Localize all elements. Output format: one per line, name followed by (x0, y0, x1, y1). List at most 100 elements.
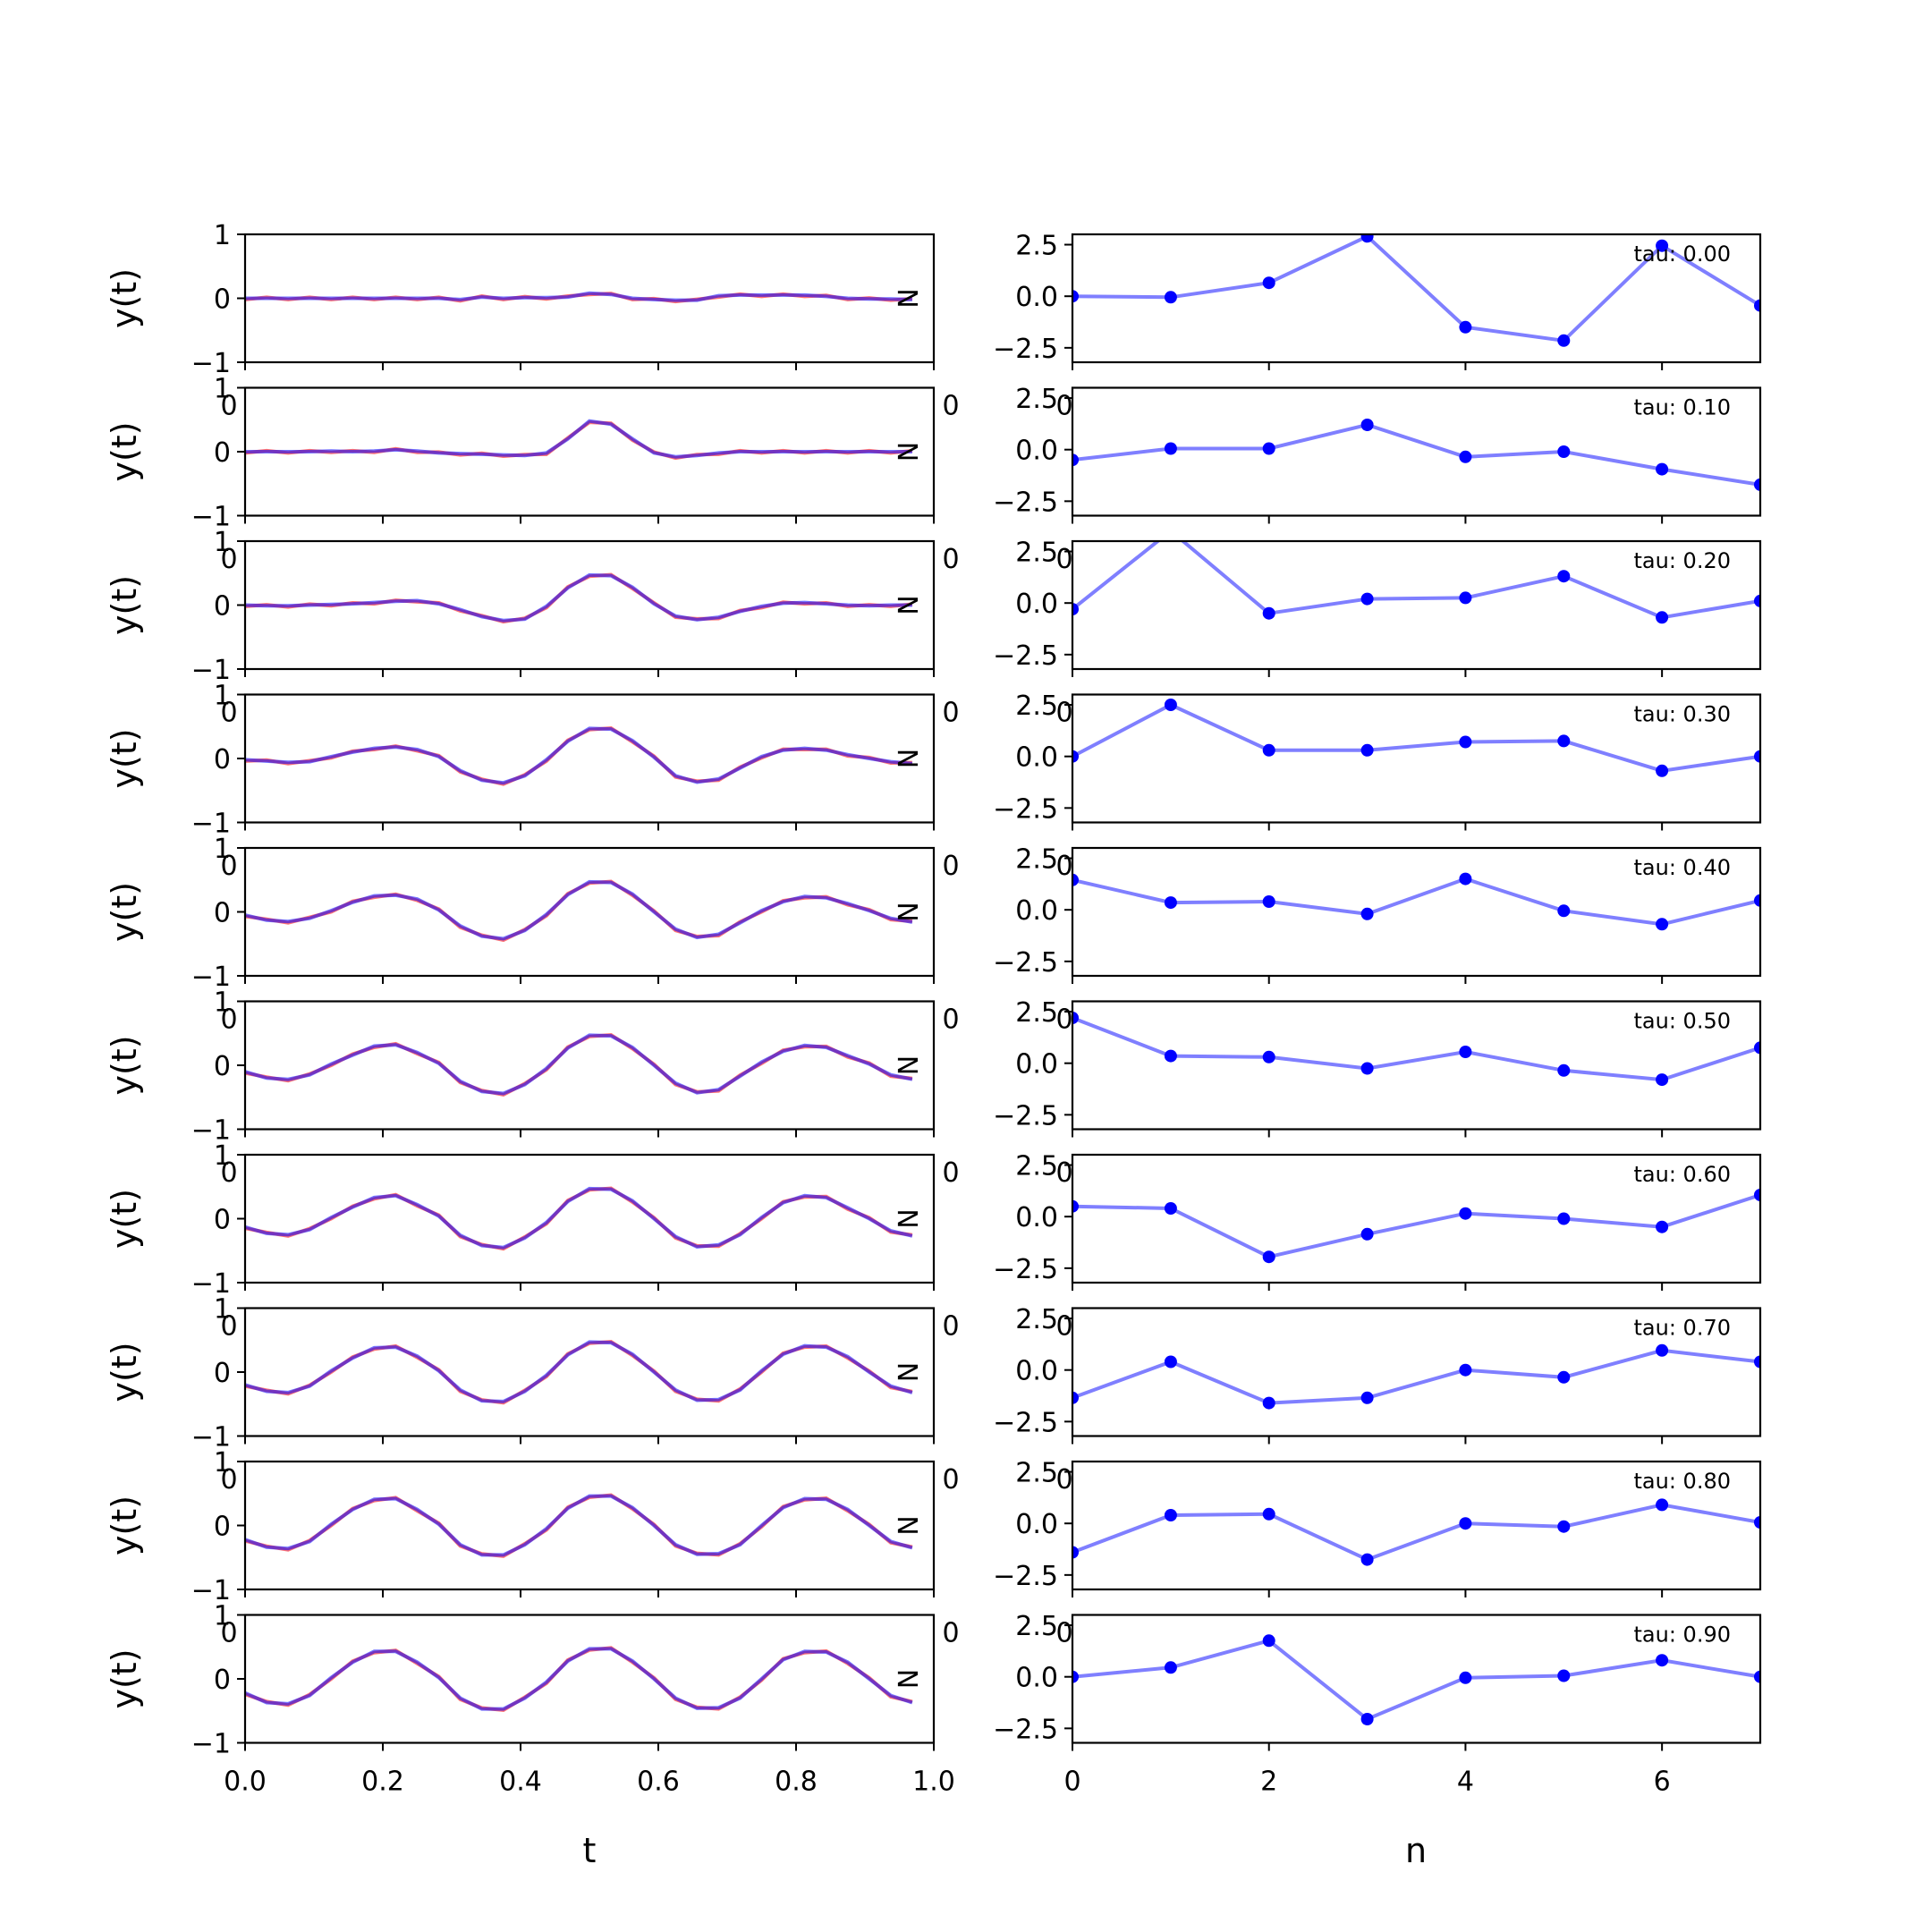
coefficient-point (1754, 1041, 1760, 1055)
overlap-label: 0 (220, 391, 237, 422)
coefficient-series (1072, 1012, 1760, 1087)
y-tick-label: 0 (214, 591, 231, 623)
coefficient-point (1656, 1654, 1669, 1667)
coefficient-point (1164, 896, 1177, 910)
coefficient-point (1072, 873, 1079, 886)
coefficient-line (1072, 1639, 1760, 1722)
coefficient-line (1072, 422, 1760, 487)
coefficient-point (1557, 904, 1571, 918)
coefficient-series (1072, 419, 1760, 491)
coefficient-point (1072, 1670, 1079, 1683)
axes-frame (1071, 846, 1762, 978)
y-tick-label: −1 (191, 962, 231, 993)
right-subplot: 02.5 0.0 −2.5 tau: 0.40 (993, 844, 1762, 984)
axes-frame (1071, 1000, 1762, 1131)
coefficient-point (1360, 743, 1374, 757)
coefficient-series (1072, 872, 1760, 931)
coefficient-point (1557, 570, 1571, 583)
overlap-label: 0 (220, 1311, 237, 1343)
y-tick-label: 0.0 (1015, 1509, 1058, 1540)
x-tick-label: 2 (1260, 1767, 1277, 1798)
coefficient-line (1072, 1193, 1760, 1259)
overlap-label: 0 (1055, 1157, 1072, 1189)
y-tick-label: −1 (191, 348, 231, 379)
coefficient-point (1754, 1670, 1760, 1683)
y-tick-label: 0 (214, 1205, 231, 1236)
coefficient-point (1164, 1202, 1177, 1215)
y-tick-label: 2.5 (1015, 1151, 1058, 1182)
overlap-label: 0 (942, 1464, 959, 1496)
overlap-label: 0 (220, 1157, 237, 1189)
coefficient-line (1072, 234, 1760, 343)
coefficient-point (1656, 1073, 1669, 1087)
target-line (245, 419, 912, 459)
y-tick-label: 1 (214, 1601, 231, 1632)
overlap-label: 0 (942, 391, 959, 422)
coefficient-line (1072, 1348, 1760, 1405)
y-tick-label: 2.5 (1015, 1611, 1058, 1642)
y-tick-label: −2.5 (993, 640, 1058, 672)
y-tick-label: 2.5 (1015, 538, 1058, 569)
target-line (245, 291, 912, 302)
coefficient-point (1360, 234, 1374, 243)
overlap-n-label: N (894, 1055, 925, 1075)
coefficient-point (1459, 320, 1472, 334)
target-line (244, 1494, 913, 1557)
coefficient-point (1754, 594, 1760, 607)
coefficient-point (1754, 1516, 1760, 1529)
tau-label: tau: 0.80 (1634, 1469, 1731, 1494)
y-tick-label: 0.0 (1015, 589, 1058, 620)
overlap-n-label: N (894, 1208, 925, 1228)
axes-frame (1071, 1460, 1762, 1591)
overlap-n-label: N (894, 288, 925, 308)
overlap-n-label: N (894, 749, 925, 768)
coefficient-point (1072, 1199, 1079, 1213)
y-tick-label: 0.0 (1015, 742, 1058, 774)
overlap-n-label: N (894, 1669, 925, 1689)
overlap-n-label: N (894, 442, 925, 462)
y-tick-label: 0.0 (1015, 282, 1058, 313)
y-tick-label: 2.5 (1015, 1458, 1058, 1489)
coefficient-point (1164, 291, 1177, 304)
overlap-label: 0 (942, 851, 959, 882)
y-tick-label: 0 (214, 1358, 231, 1389)
y-tick-label: 1 (214, 374, 231, 405)
coefficient-point (1262, 1250, 1275, 1264)
coefficient-point (1072, 1012, 1079, 1024)
coefficient-point (1072, 750, 1079, 763)
coefficient-point (1459, 1046, 1472, 1058)
y-tick-label: 0 (214, 744, 231, 775)
overlap-label: 0 (1055, 544, 1072, 575)
coefficient-line (1072, 702, 1760, 773)
right-subplot: 02.5 0.0 −2.5 tau: 0.60 (993, 1151, 1762, 1291)
tau-label: tau: 0.10 (1634, 395, 1731, 420)
x-tick-label: 1.0 (912, 1767, 955, 1798)
coefficient-point (1656, 1343, 1669, 1357)
y-tick-label: −1 (191, 655, 231, 686)
coefficient-point (1754, 478, 1760, 491)
target-line (244, 1033, 913, 1096)
coefficient-point (1557, 1669, 1571, 1682)
y-tick-label: −2.5 (993, 1561, 1058, 1592)
overlap-label: 0 (1055, 391, 1072, 422)
x-tick-label: 0.0 (224, 1767, 267, 1798)
coefficient-point (1557, 1212, 1571, 1225)
overlap-label: 0 (942, 544, 959, 575)
y-axis-label: y(t) (105, 1648, 144, 1708)
overlap-label: 0 (1055, 1618, 1072, 1649)
tau-label: tau: 0.30 (1634, 702, 1731, 727)
coefficient-series (1072, 1634, 1760, 1725)
target-line (244, 879, 913, 941)
y-axis-label: y(t) (105, 882, 144, 942)
y-tick-label: 0 (214, 1512, 231, 1543)
overlap-n-label: N (894, 1515, 925, 1535)
right-subplot: 02.5 0.0 −2.5 tau: 0.50 (993, 997, 1762, 1138)
y-tick-label: −1 (191, 1422, 231, 1453)
coefficient-series (1072, 541, 1760, 624)
